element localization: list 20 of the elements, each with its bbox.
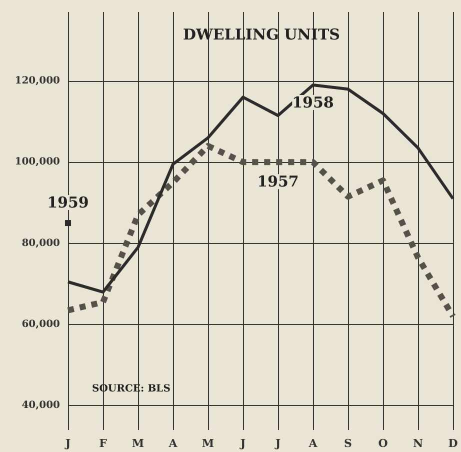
x-tick-label: J	[64, 437, 71, 450]
y-tick-label: 60,000	[22, 318, 60, 330]
y-tick-label: 80,000	[22, 238, 60, 249]
series-label: 1957	[257, 172, 299, 191]
x-tick-label: J	[274, 437, 281, 450]
y-tick-label: 100,000	[14, 156, 60, 168]
y-tick-label: 40,000	[22, 400, 60, 412]
x-tick-label: D	[448, 437, 458, 450]
x-tick-label: M	[202, 437, 214, 450]
y-tick-label: 120,000	[14, 75, 60, 86]
x-tick-label: J	[239, 437, 246, 450]
x-tick-label: A	[308, 437, 318, 450]
x-tick-label: N	[412, 437, 424, 450]
x-tick-label: F	[99, 437, 108, 450]
x-tick-label: A	[168, 437, 178, 450]
series-label: 1959	[47, 194, 89, 212]
x-tick-label: M	[132, 437, 144, 450]
series-label: 1958	[292, 94, 334, 112]
x-tick-label: O	[378, 437, 388, 450]
x-tick-label: S	[344, 437, 352, 450]
